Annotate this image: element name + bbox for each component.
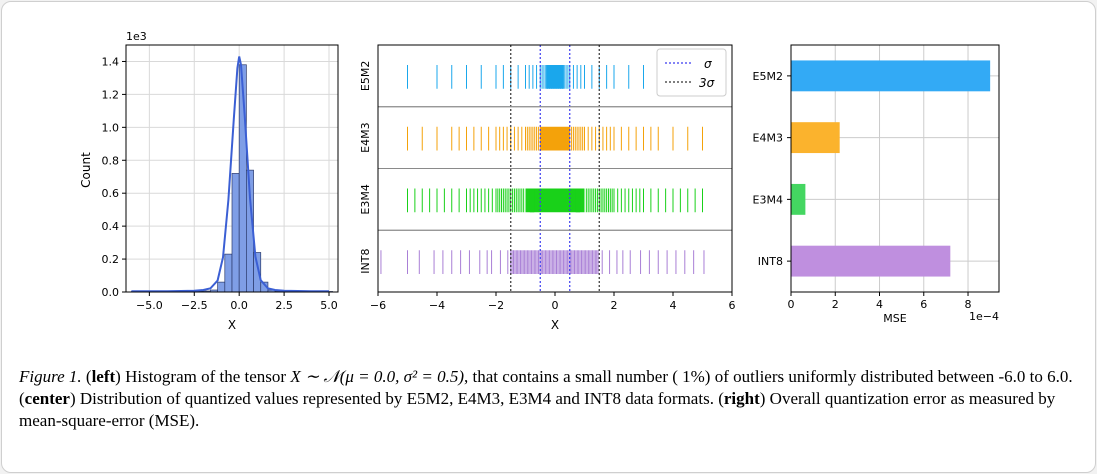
histogram-x-tick-label: 0.0 [230, 299, 248, 312]
histogram-x-tick-label: −2.5 [181, 299, 208, 312]
legend-box [656, 48, 727, 97]
event-x-tick-label: −4 [429, 299, 445, 312]
mse-bar-e3m4 [791, 183, 806, 215]
legend-sigma-label: σ [704, 57, 712, 71]
event-row-label: INT8 [359, 249, 372, 274]
event-x-tick-label: −2 [488, 299, 504, 312]
mse-y-tick-label: E5M2 [753, 70, 783, 83]
histogram-chart: −5.0 −2.5 0.0 2.5 5.0 0.0 0.2 0.4 0.6 0.8 1.0 1.2 1.… [79, 30, 339, 332]
caption-center-tag: center [24, 389, 70, 408]
mse-x-tick-label: 6 [920, 298, 927, 311]
histogram-y-tick-label: 1.4 [102, 55, 120, 68]
histogram-y-tick-label: 0.4 [102, 220, 120, 233]
mse-y-tick-label: E3M4 [753, 193, 783, 206]
mse-y-tick-label: E4M3 [753, 132, 783, 145]
caption-part3: ) Distribution of quantized values repre… [69, 389, 724, 408]
histogram-x-label: X [228, 318, 236, 332]
event-legend: σ 3σ [656, 48, 727, 97]
mse-bar-chart: E5M2 E4M3 E3M4 INT8 0 2 4 6 8 MSE 1e−4 [753, 44, 1000, 325]
event-x-tick-label: 4 [670, 299, 677, 312]
histogram-y-scale-label: 1e3 [126, 30, 147, 43]
event-solid-band [540, 126, 570, 151]
mse-x-tick-label: 0 [788, 298, 795, 311]
histogram-x-tick-label: 5.0 [320, 299, 338, 312]
event-plot-chart: E5M2 E4M3 E3M4 INT8 −6 −4 −2 0 2 4 6 σ 3σ X [359, 44, 736, 332]
mse-axes-frame [790, 44, 1000, 293]
event-x-tick-label: 2 [611, 299, 618, 312]
caption-left-tag: left [91, 367, 116, 386]
histogram-x-tick-label: 2.5 [275, 299, 293, 312]
histogram-y-tick-label: 0.8 [102, 154, 120, 167]
mse-x-label: MSE [883, 312, 906, 325]
caption-math: X ∼ 𝒩(μ = 0.0, σ² = 0.5) [290, 367, 465, 386]
mse-x-tick-label: 4 [876, 298, 883, 311]
caption-part1: Histogram of the tensor [125, 367, 291, 386]
mse-bar-e4m3 [791, 122, 840, 154]
histogram-y-tick-label: 0.0 [102, 286, 120, 299]
caption-part2: , that contains a small number ( 1%) of … [19, 367, 1073, 408]
event-x-tick-label: 6 [729, 299, 736, 312]
figure-caption: Figure 1. (left) Histogram of the tensor… [19, 367, 1073, 430]
histogram-x-tick-label: −5.0 [136, 299, 163, 312]
histogram-y-tick-label: 0.2 [102, 253, 120, 266]
histogram-bar [224, 253, 233, 293]
mse-x-tick-label: 2 [832, 298, 839, 311]
histogram-y-tick-label: 1.2 [102, 88, 120, 101]
event-row-label: E5M2 [359, 61, 372, 91]
mse-x-tick-label: 8 [965, 298, 972, 311]
histogram-bar [217, 281, 226, 293]
event-row-e3m4: E3M4 [359, 184, 703, 215]
event-solid-band [546, 65, 564, 89]
event-row-int8: INT8 [359, 249, 705, 274]
mse-bar-e5m2 [791, 60, 991, 92]
histogram-axes-frame [125, 44, 339, 293]
mse-x-scale-label: 1e−4 [969, 310, 999, 323]
caption-figure-label: Figure 1. [19, 367, 82, 386]
event-row-label: E3M4 [359, 184, 372, 214]
event-solid-band [529, 188, 535, 213]
legend-3sigma-label: 3σ [699, 76, 715, 90]
event-x-tick-label: 0 [552, 299, 559, 312]
event-solid-band [575, 188, 581, 213]
caption-right-tag: right [723, 389, 760, 408]
histogram-y-tick-label: 1.0 [102, 121, 120, 134]
kde-line [131, 56, 330, 293]
event-row-label: E4M3 [359, 122, 372, 152]
histogram-y-label: Count [79, 152, 93, 188]
event-x-tick-label: −6 [370, 299, 386, 312]
event-row-e4m3: E4M3 [359, 122, 703, 153]
event-x-label: X [551, 318, 559, 332]
caption-part4: ) Overall quantization error as measured… [19, 389, 1056, 430]
histogram-y-tick-label: 0.6 [102, 187, 120, 200]
mse-bar-int8 [791, 245, 951, 277]
mse-y-tick-label: INT8 [758, 255, 783, 268]
histogram-bar [231, 173, 240, 293]
event-row-e5m2: E5M2 [359, 61, 703, 91]
